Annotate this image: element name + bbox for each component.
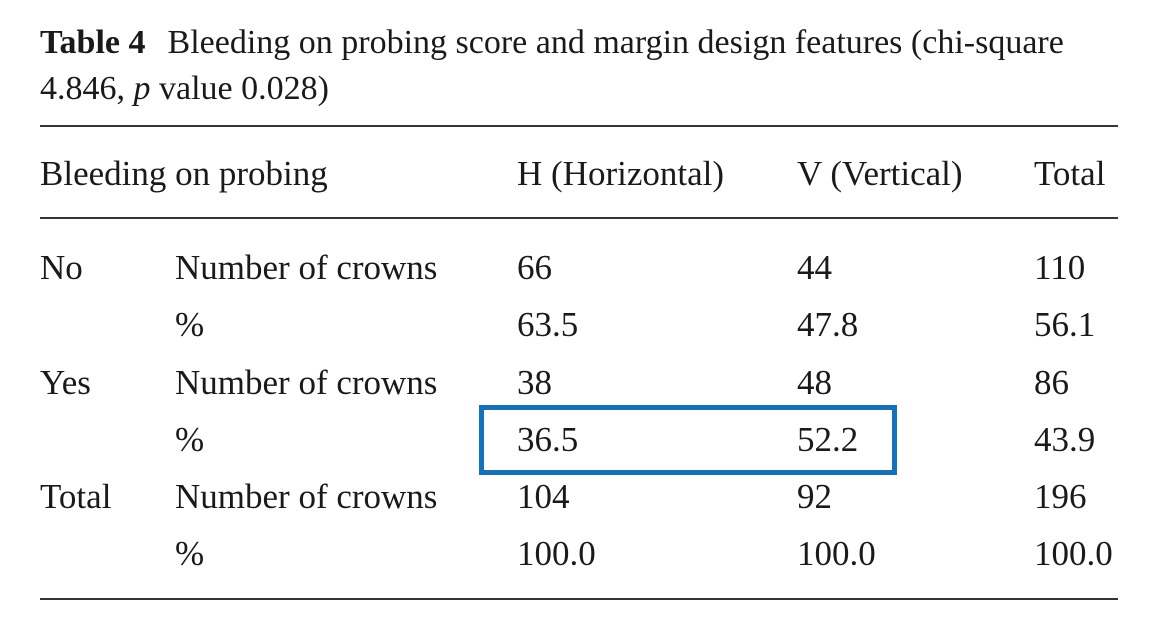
measure-label: Number of crowns: [175, 248, 438, 287]
cell-h: 38: [517, 363, 552, 402]
cell-v: 47.8: [797, 305, 859, 344]
top-rule: [40, 125, 1118, 127]
cell-total: 100.0: [1034, 534, 1113, 573]
bottom-rule: [40, 598, 1118, 600]
highlight-box: [479, 405, 897, 475]
caption-text: Bleeding on probing score and margin des…: [40, 24, 1064, 107]
cell-total: 110: [1034, 248, 1086, 287]
measure-label: %: [175, 420, 205, 459]
cell-v: 44: [797, 248, 832, 287]
header-total: Total: [1034, 154, 1106, 193]
header-bleeding-on-probing: Bleeding on probing: [40, 154, 328, 193]
header-vertical: V (Vertical): [797, 154, 963, 193]
measure-label: %: [175, 305, 205, 344]
measure-label: Number of crowns: [175, 477, 438, 516]
group-total: Total: [40, 477, 112, 516]
cell-total: 196: [1034, 477, 1087, 516]
group-no: No: [40, 248, 83, 287]
measure-label: Number of crowns: [175, 363, 438, 402]
cell-total: 43.9: [1034, 420, 1096, 459]
cell-total: 86: [1034, 363, 1069, 402]
header-horizontal: H (Horizontal): [517, 154, 725, 193]
cell-h: 66: [517, 248, 552, 287]
p-symbol: p: [133, 70, 151, 107]
cell-v: 52.2: [797, 420, 859, 459]
table-caption: Table 4 Bleeding on probing score and mar…: [40, 20, 1120, 112]
cell-h: 104: [517, 477, 570, 516]
caption-text-end: value 0.028): [150, 70, 329, 107]
cell-h: 100.0: [517, 534, 596, 573]
cell-v: 92: [797, 477, 832, 516]
header-rule: [40, 217, 1118, 219]
measure-label: %: [175, 534, 205, 573]
cell-h: 36.5: [517, 420, 579, 459]
cell-total: 56.1: [1034, 305, 1096, 344]
cell-h: 63.5: [517, 305, 579, 344]
cell-v: 48: [797, 363, 832, 402]
cell-v: 100.0: [797, 534, 876, 573]
table-label: Table 4: [40, 24, 146, 61]
group-yes: Yes: [40, 363, 91, 402]
